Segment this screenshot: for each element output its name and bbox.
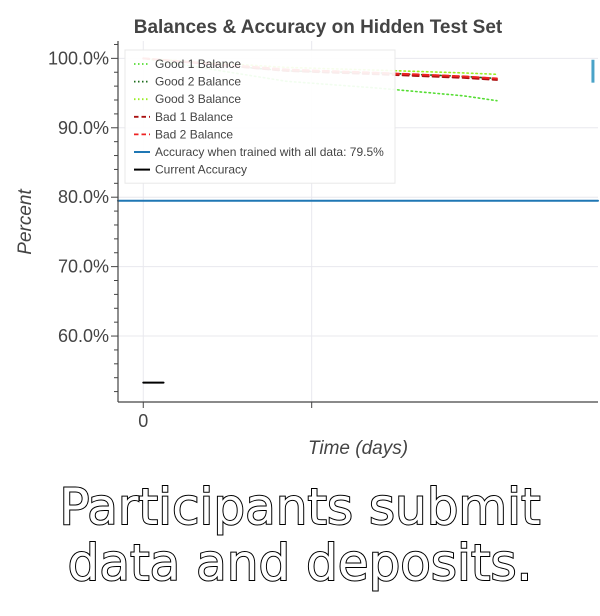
legend-item-current-accuracy[interactable]: Current Accuracy <box>134 163 247 177</box>
legend-label: Bad 2 Balance <box>155 127 233 141</box>
legend-label: Good 2 Balance <box>155 75 241 89</box>
caption-line-1: Participants submit <box>58 478 541 536</box>
chart-title: Balances & Accuracy on Hidden Test Set <box>134 17 503 38</box>
legend-item-good-1-balance[interactable]: Good 1 Balance <box>134 57 241 71</box>
legend-item-good-3-balance[interactable]: Good 3 Balance <box>134 92 241 106</box>
y-tick-label: 80.0% <box>58 187 109 207</box>
y-tick-label: 90.0% <box>58 118 109 138</box>
legend-box <box>124 49 396 184</box>
legend-item-bad-2-balance[interactable]: Bad 2 Balance <box>134 127 233 141</box>
legend-label: Current Accuracy <box>155 163 247 177</box>
legend-label: Good 3 Balance <box>155 92 241 106</box>
y-tick-label: 100.0% <box>48 48 109 68</box>
x-axis-label: Time (days) <box>308 438 408 459</box>
y-tick-label: 60.0% <box>58 326 109 346</box>
caption-line-2: data and deposits. <box>67 534 534 592</box>
y-tick-label: 70.0% <box>58 257 109 277</box>
legend[interactable]: Good 1 Balance Good 2 Balance Good 3 Balan… <box>124 49 396 184</box>
legend-item-accuracy-when-trained-with-all-data-79-5[interactable]: Accuracy when trained with all data: 79.… <box>134 145 384 159</box>
axes <box>117 41 598 403</box>
legend-item-good-2-balance[interactable]: Good 2 Balance <box>134 75 241 89</box>
chart: 60.0% 70.0% 80.0% 90.0% 100.0% 0 Good 1 Bala… <box>15 17 599 459</box>
y-ticks: 60.0% 70.0% 80.0% 90.0% 100.0% <box>48 43 118 393</box>
x-tick-label: 0 <box>138 411 148 431</box>
legend-label: Good 1 Balance <box>155 57 241 71</box>
legend-label: Accuracy when trained with all data: 79.… <box>155 145 384 159</box>
x-ticks: 0 <box>138 402 313 431</box>
y-axis-label: Percent <box>15 189 36 255</box>
legend-item-bad-1-balance[interactable]: Bad 1 Balance <box>134 110 233 124</box>
legend-label: Bad 1 Balance <box>155 110 233 124</box>
